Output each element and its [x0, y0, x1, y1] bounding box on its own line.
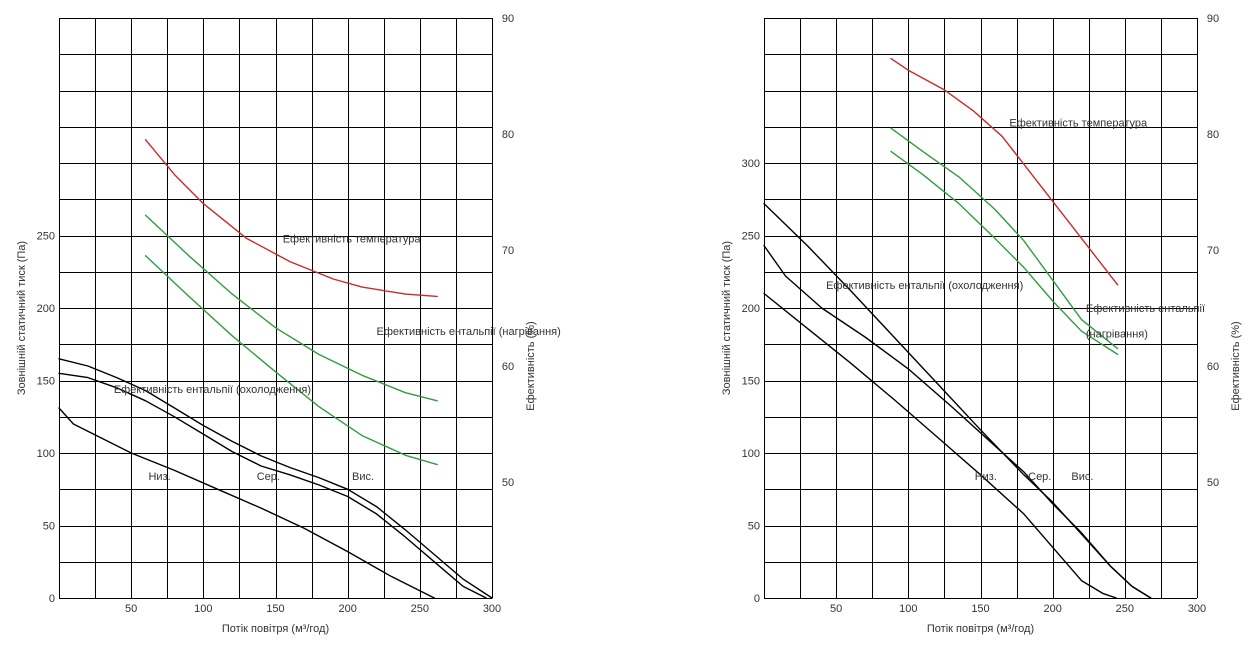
x-tick-label: 200 [338, 603, 356, 615]
chart-left: 50 100 150 200 250 300 0 50 100 150 200 250 50 60 70 80… [16, 13, 561, 635]
annotation-label: Ефективність ентальпії (охолодження) [826, 280, 1023, 292]
x-tick-label: 150 [266, 603, 284, 615]
annotation-label: Ефективність ентальпії (охолодження) [114, 384, 311, 396]
x-axis-title: Потік повітря (м³/год) [927, 623, 1034, 635]
y-axis-title: Зовнішній статичний тиск (Па) [16, 241, 28, 395]
y2-tick-label: 50 [502, 477, 514, 489]
y2-axis-title: Ефективність (%) [1230, 321, 1242, 410]
chart-grid [59, 18, 493, 599]
series-line-низ [763, 292, 1117, 599]
x-tick-label: 50 [830, 603, 842, 615]
series-line-ефективність-ентальпії-нагрівання [890, 127, 1119, 350]
x-tick-label: 150 [971, 603, 989, 615]
annotation-label: Ефективність ентальпії [1086, 303, 1205, 315]
chart-grid [764, 18, 1198, 599]
chart-right: 50 100 150 200 250 300 0 50 100 150 200 250 300 50 60 7… [721, 13, 1242, 635]
series-line-сер [58, 372, 487, 599]
y2-tick-label: 70 [1207, 245, 1219, 257]
annotation-label: (нагрівання) [1086, 329, 1148, 341]
y-tick-label: 300 [742, 158, 760, 170]
y2-axis-title: Ефективність (%) [525, 321, 537, 410]
y-axis-title: Зовнішній статичний тиск (Па) [721, 241, 733, 395]
annotation-label: Вис. [1071, 471, 1093, 483]
y2-tick-label: 70 [502, 245, 514, 257]
annotation-label: Ефективність ентальпії (нагрівання) [377, 326, 561, 338]
x-tick-label: 300 [483, 603, 501, 615]
series-line-ефективність-ентальпії-охолодження [144, 255, 438, 466]
series-line-низ [58, 407, 435, 599]
x-axis-title: Потік повітря (м³/год) [222, 623, 329, 635]
x-tick-label: 100 [899, 603, 917, 615]
annotation-label: Вис. [352, 471, 374, 483]
annotation-label: Сер. [257, 471, 280, 483]
y2-tick-label: 50 [1207, 477, 1219, 489]
y-tick-label: 250 [37, 231, 55, 243]
series-line-ефективність-ентальпії-охолодження [890, 150, 1119, 356]
y-tick-label: 100 [37, 448, 55, 460]
y2-tick-label: 60 [502, 361, 514, 373]
annotation-label: Ефективність температура [283, 233, 422, 245]
y-tick-label: 150 [37, 376, 55, 388]
y-tick-label: 250 [742, 231, 760, 243]
series-line-ефективність-ентальпії-нагрівання [144, 214, 438, 402]
x-tick-label: 200 [1043, 603, 1061, 615]
y-tick-label: 0 [49, 593, 55, 605]
series-line-вис [763, 202, 1152, 599]
x-tick-label: 300 [1188, 603, 1206, 615]
x-tick-label: 250 [411, 603, 429, 615]
annotation-label: Сер. [1028, 471, 1051, 483]
series-line-ефективність-температура [144, 139, 438, 298]
y2-tick-label: 90 [1207, 13, 1219, 25]
y-tick-label: 200 [742, 303, 760, 315]
x-tick-label: 50 [125, 603, 137, 615]
y-tick-label: 100 [742, 448, 760, 460]
y2-tick-label: 80 [1207, 129, 1219, 141]
annotation-label: Низ. [148, 471, 170, 483]
annotation-label: Низ. [975, 471, 997, 483]
y-tick-label: 0 [754, 593, 760, 605]
y-tick-label: 50 [43, 521, 55, 533]
y-tick-label: 50 [748, 521, 760, 533]
x-tick-label: 100 [194, 603, 212, 615]
y2-tick-label: 90 [502, 13, 514, 25]
series-line-ефективність-температура [890, 57, 1119, 286]
series-line-сер [763, 244, 1152, 599]
y-tick-label: 200 [37, 303, 55, 315]
y2-tick-label: 60 [1207, 361, 1219, 373]
y-tick-label: 150 [742, 376, 760, 388]
annotation-label: Ефективність температура [1009, 117, 1148, 129]
series-line-вис [58, 358, 493, 599]
y2-tick-label: 80 [502, 129, 514, 141]
x-tick-label: 250 [1116, 603, 1134, 615]
